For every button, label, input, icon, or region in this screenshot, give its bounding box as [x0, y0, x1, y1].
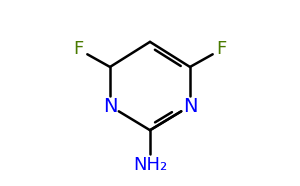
Text: N: N: [183, 97, 197, 116]
Text: N: N: [103, 97, 117, 116]
Text: F: F: [73, 40, 83, 58]
Text: F: F: [217, 40, 227, 58]
Text: NH₂: NH₂: [133, 156, 167, 174]
